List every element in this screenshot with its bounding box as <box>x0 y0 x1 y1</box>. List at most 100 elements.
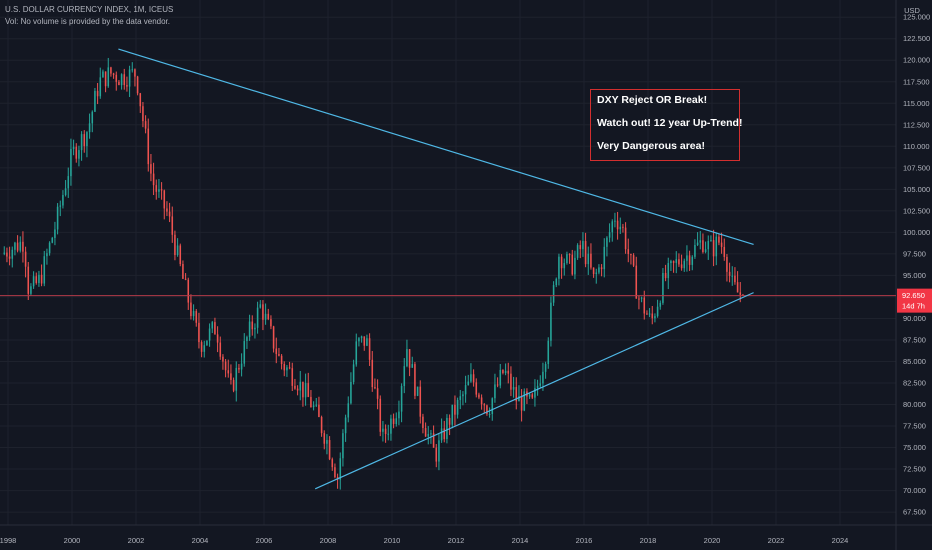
candle <box>616 211 619 240</box>
candle-body <box>14 242 16 250</box>
candle-body <box>374 387 376 389</box>
x-tick-label: 2008 <box>320 536 337 545</box>
candle-body <box>435 447 438 462</box>
candle <box>403 358 406 394</box>
y-tick-label: 112.500 <box>903 120 930 129</box>
candle-body <box>91 111 94 124</box>
candle <box>371 351 374 392</box>
candle <box>656 299 659 318</box>
candle-body <box>350 381 352 404</box>
candle <box>560 254 563 279</box>
candle-body <box>408 349 411 368</box>
candle-body <box>486 405 488 415</box>
candle-body <box>510 373 512 390</box>
candle-body <box>483 404 486 406</box>
candle <box>312 401 315 411</box>
candle <box>46 248 48 265</box>
candle-body <box>126 85 128 87</box>
candle-body <box>83 134 86 147</box>
candle <box>635 256 638 299</box>
candle-body <box>184 278 187 280</box>
candle-body <box>467 381 470 386</box>
candle <box>566 251 568 265</box>
candle-body <box>723 246 726 257</box>
candle-body <box>528 394 531 397</box>
candle-body <box>704 249 707 253</box>
candle-body <box>454 404 456 415</box>
candle-body <box>214 322 216 335</box>
candle <box>574 250 576 280</box>
candle-body <box>243 341 246 364</box>
price-badge <box>897 288 932 313</box>
y-tick-label: 67.500 <box>903 508 926 517</box>
candle <box>147 118 150 172</box>
candle-body <box>643 297 646 314</box>
candle-body <box>648 313 651 315</box>
candle-body <box>384 428 387 434</box>
candle <box>440 418 443 443</box>
candle-body <box>582 241 584 250</box>
candle-body <box>726 256 728 272</box>
candle-body <box>323 433 326 444</box>
candle <box>160 182 163 200</box>
candle-body <box>608 232 611 238</box>
candle-body <box>216 334 219 343</box>
candle <box>310 390 312 408</box>
candle <box>622 223 624 233</box>
candle <box>454 395 456 426</box>
candle <box>16 235 19 253</box>
candle <box>256 301 259 334</box>
candle <box>54 221 56 246</box>
candle-body <box>3 252 6 254</box>
candle-body <box>547 340 550 364</box>
candle-body <box>123 74 126 86</box>
candle-body <box>427 434 430 437</box>
candle-body <box>707 240 710 250</box>
candle <box>67 167 70 198</box>
candle <box>531 392 534 399</box>
candle-body <box>78 150 80 159</box>
y-tick-label: 90.000 <box>903 314 926 323</box>
candle <box>608 223 611 243</box>
candle <box>694 239 696 259</box>
candle-body <box>646 313 648 315</box>
candle <box>582 232 584 257</box>
candle <box>270 315 272 330</box>
candle-body <box>310 396 312 408</box>
annotation-box[interactable]: DXY Reject OR Break! Watch out! 12 year … <box>590 89 742 161</box>
candle <box>542 362 544 391</box>
candle <box>414 362 416 400</box>
candle-body <box>86 132 88 147</box>
candle <box>227 359 230 378</box>
candle-body <box>262 304 264 320</box>
x-tick-label: 2018 <box>640 536 657 545</box>
candle-body <box>62 195 64 206</box>
candle-body <box>64 188 67 196</box>
candle <box>155 179 158 200</box>
candle-body <box>680 264 683 269</box>
candle-body <box>128 69 131 87</box>
candle <box>347 396 350 423</box>
candle <box>678 253 680 267</box>
candle <box>139 92 142 113</box>
candle <box>435 444 438 468</box>
candle-body <box>430 433 432 435</box>
y-tick-label: 72.500 <box>903 465 926 474</box>
candle-body <box>291 368 294 386</box>
candle-body <box>603 246 606 270</box>
candle-body <box>304 383 307 398</box>
candle <box>331 457 334 471</box>
candle <box>38 270 40 287</box>
candle-body <box>568 254 571 256</box>
y-tick-label: 80.000 <box>903 400 926 409</box>
candle <box>352 359 355 385</box>
candle-body <box>520 396 523 411</box>
candle <box>688 250 691 271</box>
candle <box>448 414 451 436</box>
candle <box>400 383 403 423</box>
candle <box>376 379 379 410</box>
candle <box>123 68 126 90</box>
candle-body <box>728 271 731 276</box>
candle-body <box>472 374 475 383</box>
